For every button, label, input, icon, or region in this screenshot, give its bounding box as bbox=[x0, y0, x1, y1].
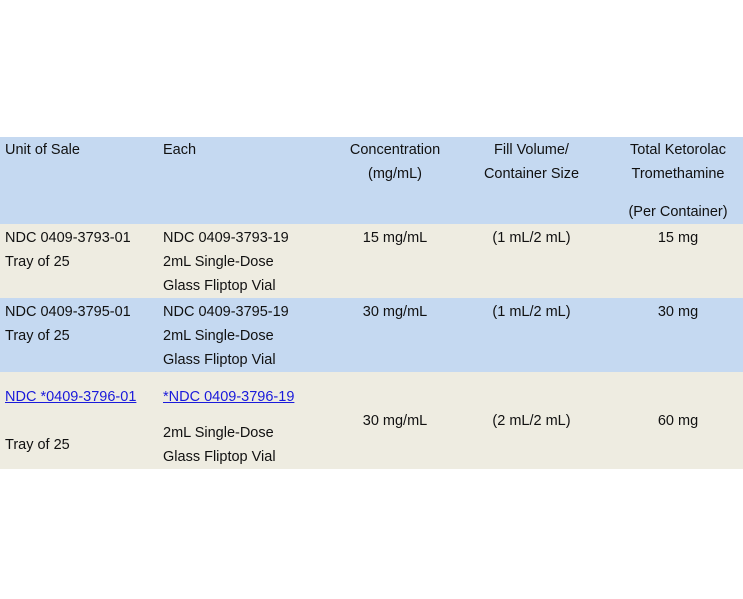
concentration-cell: 30 mg/mL bbox=[362, 412, 428, 429]
header-text: Container Size bbox=[483, 166, 580, 182]
header-text: Concentration bbox=[349, 142, 441, 158]
header-text: Fill Volume/ bbox=[494, 142, 569, 158]
unit-pack: Tray of 25 bbox=[5, 437, 70, 453]
fill-volume-cell: (2 mL/2 mL) bbox=[492, 412, 571, 429]
each-desc: Glass Fliptop Vial bbox=[163, 278, 276, 294]
each-desc: 2mL Single-Dose bbox=[163, 425, 274, 441]
unit-ndc-link[interactable]: NDC *0409-3796-01 bbox=[5, 389, 137, 405]
header-concentration: Concentration (mg/mL) bbox=[330, 137, 460, 224]
unit-of-sale-cell: NDC *0409-3796-01 Tray of 25 bbox=[0, 372, 158, 469]
total-cell: 30 mg bbox=[657, 304, 699, 320]
each-cell: NDC 0409-3795-19 2mL Single-Dose Glass Fli… bbox=[158, 298, 330, 372]
ndc-table: Unit of Sale Each Concentration (mg/mL) F… bbox=[0, 137, 743, 469]
fill-volume-cell: (1 mL/2 mL) bbox=[492, 304, 571, 320]
each-ndc: NDC 0409-3793-19 bbox=[163, 230, 289, 246]
concentration-cell: 30 mg/mL bbox=[362, 304, 428, 320]
header-row: Unit of Sale Each Concentration (mg/mL) F… bbox=[0, 137, 743, 224]
unit-pack: Tray of 25 bbox=[5, 328, 70, 344]
header-fill-volume: Fill Volume/Container Size bbox=[460, 137, 603, 224]
each-cell: *NDC 0409-3796-19 2mL Single-Dose Glass Fl… bbox=[158, 372, 330, 469]
header-text: Total Ketorolac bbox=[630, 142, 726, 158]
unit-ndc: NDC 0409-3795-01 bbox=[5, 304, 131, 320]
header-total: Total Ketorolac Tromethamine (Per Containe… bbox=[603, 137, 743, 224]
header-text: (Per Container) bbox=[628, 204, 728, 220]
each-desc: 2mL Single-Dose bbox=[163, 254, 274, 270]
table-row: NDC *0409-3796-01 Tray of 25 *NDC 0409-37… bbox=[0, 372, 743, 469]
header-each: Each bbox=[163, 142, 197, 158]
concentration-cell: 15 mg/mL bbox=[362, 230, 428, 246]
each-ndc-link[interactable]: *NDC 0409-3796-19 bbox=[163, 389, 295, 405]
header-unit-of-sale: Unit of Sale bbox=[5, 142, 80, 158]
each-cell: NDC 0409-3793-19 2mL Single-Dose Glass Fli… bbox=[158, 224, 330, 298]
each-ndc: NDC 0409-3795-19 bbox=[163, 304, 289, 320]
unit-of-sale-cell: NDC 0409-3793-01 Tray of 25 bbox=[0, 224, 158, 298]
fill-volume-cell: (1 mL/2 mL) bbox=[492, 230, 571, 246]
table-row: NDC 0409-3793-01 Tray of 25 NDC 0409-3793… bbox=[0, 224, 743, 298]
unit-pack: Tray of 25 bbox=[5, 254, 70, 270]
unit-of-sale-cell: NDC 0409-3795-01 Tray of 25 bbox=[0, 298, 158, 372]
unit-ndc: NDC 0409-3793-01 bbox=[5, 230, 131, 246]
header-text: Tromethamine bbox=[631, 166, 725, 182]
each-desc: Glass Fliptop Vial bbox=[163, 449, 276, 465]
each-desc: 2mL Single-Dose bbox=[163, 328, 274, 344]
header-text: (mg/mL) bbox=[368, 166, 422, 182]
table-row: NDC 0409-3795-01 Tray of 25 NDC 0409-3795… bbox=[0, 298, 743, 372]
total-cell: 60 mg bbox=[657, 412, 699, 429]
total-cell: 15 mg bbox=[657, 230, 699, 246]
each-desc: Glass Fliptop Vial bbox=[163, 352, 276, 368]
